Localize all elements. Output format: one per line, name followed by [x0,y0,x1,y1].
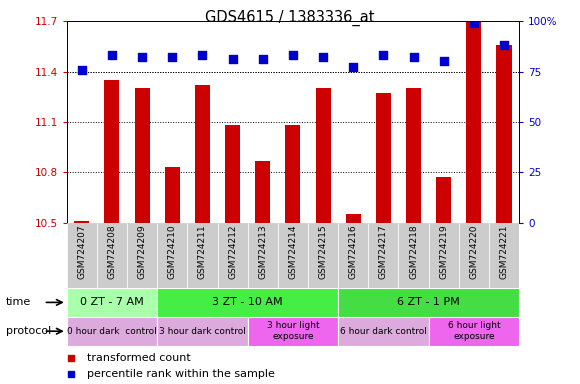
Bar [346,214,361,223]
Point [77,66,86,73]
Text: GSM724218: GSM724218 [409,225,418,279]
Text: 3 hour dark control: 3 hour dark control [159,327,246,336]
Bar [316,88,331,223]
Point [198,52,207,58]
Text: 0 ZT - 7 AM: 0 ZT - 7 AM [80,297,144,308]
Point [439,58,448,65]
Point [288,52,298,58]
Bar [127,223,157,288]
Text: GSM724217: GSM724217 [379,225,388,279]
Text: GSM724211: GSM724211 [198,225,207,279]
Bar [135,88,150,223]
Text: time: time [6,297,31,308]
Point [409,54,418,60]
Text: GSM724213: GSM724213 [258,225,267,279]
Bar [195,85,210,223]
Text: GSM724221: GSM724221 [499,225,509,279]
Text: GSM724209: GSM724209 [137,225,147,279]
Point [469,20,478,26]
Bar [338,317,429,346]
Bar [308,223,338,288]
Bar [165,167,180,223]
Text: GSM724216: GSM724216 [349,225,358,279]
Text: 0 hour dark  control: 0 hour dark control [67,327,157,336]
Bar [285,125,300,223]
Text: 6 hour light
exposure: 6 hour light exposure [448,321,500,341]
Bar [187,223,218,288]
Point [258,56,267,63]
Bar [429,223,459,288]
Bar [104,80,119,223]
Text: GSM724220: GSM724220 [469,225,478,279]
Point [318,54,328,60]
Text: 3 ZT - 10 AM: 3 ZT - 10 AM [212,297,283,308]
Bar [218,223,248,288]
Text: GSM724210: GSM724210 [168,225,177,279]
Bar [157,223,187,288]
Text: GSM724215: GSM724215 [318,225,328,279]
Bar [436,177,451,223]
Text: GDS4615 / 1383336_at: GDS4615 / 1383336_at [205,10,375,26]
Text: GSM724208: GSM724208 [107,225,117,279]
Text: GSM724214: GSM724214 [288,225,298,279]
Bar [338,223,368,288]
Bar [67,223,97,288]
Point [168,54,177,60]
Text: GSM724207: GSM724207 [77,225,86,279]
Bar [67,288,157,317]
Bar [157,288,338,317]
Text: protocol: protocol [6,326,51,336]
Bar [338,288,519,317]
Text: GSM724212: GSM724212 [228,225,237,279]
Bar [406,88,421,223]
Bar [376,93,391,223]
Bar [248,317,338,346]
Bar [255,161,270,223]
Bar [368,223,398,288]
Point [349,65,358,71]
Text: percentile rank within the sample: percentile rank within the sample [87,369,275,379]
Bar [278,223,308,288]
Point [137,54,147,60]
Text: 3 hour light
exposure: 3 hour light exposure [267,321,319,341]
Bar [429,317,519,346]
Point [499,42,509,48]
Text: 6 hour dark control: 6 hour dark control [340,327,427,336]
Text: transformed count: transformed count [87,353,191,363]
Bar [489,223,519,288]
Bar [466,21,481,223]
Point [379,52,388,58]
Bar [398,223,429,288]
Bar [496,45,512,223]
Bar [248,223,278,288]
Point [107,52,117,58]
Bar [97,223,127,288]
Bar [459,223,489,288]
Bar [67,317,157,346]
Bar [157,317,248,346]
Bar [74,221,89,223]
Text: GSM724219: GSM724219 [439,225,448,279]
Text: 6 ZT - 1 PM: 6 ZT - 1 PM [397,297,460,308]
Point [228,56,237,63]
Bar [225,125,240,223]
